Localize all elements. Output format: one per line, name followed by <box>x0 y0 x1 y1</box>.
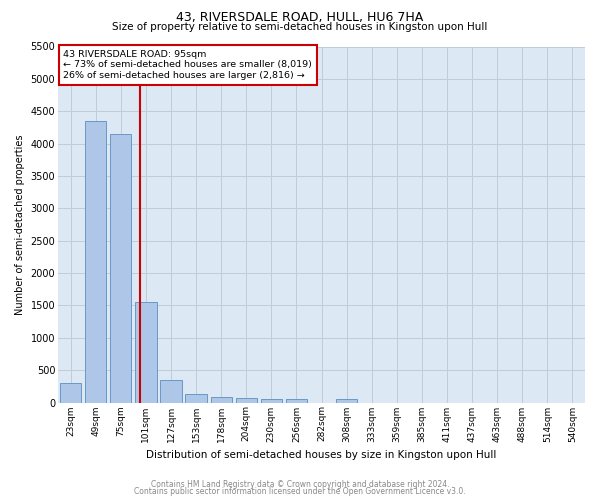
Y-axis label: Number of semi-detached properties: Number of semi-detached properties <box>15 134 25 315</box>
Bar <box>185 394 207 402</box>
Bar <box>236 398 257 402</box>
Text: Contains HM Land Registry data © Crown copyright and database right 2024.: Contains HM Land Registry data © Crown c… <box>151 480 449 489</box>
Bar <box>85 121 106 402</box>
Text: 43 RIVERSDALE ROAD: 95sqm
← 73% of semi-detached houses are smaller (8,019)
26% : 43 RIVERSDALE ROAD: 95sqm ← 73% of semi-… <box>64 50 312 80</box>
Bar <box>160 380 182 402</box>
X-axis label: Distribution of semi-detached houses by size in Kingston upon Hull: Distribution of semi-detached houses by … <box>146 450 497 460</box>
Bar <box>286 399 307 402</box>
Bar <box>211 398 232 402</box>
Text: Contains public sector information licensed under the Open Government Licence v3: Contains public sector information licen… <box>134 487 466 496</box>
Bar <box>336 398 357 402</box>
Bar <box>260 398 282 402</box>
Bar <box>60 383 81 402</box>
Text: Size of property relative to semi-detached houses in Kingston upon Hull: Size of property relative to semi-detach… <box>112 22 488 32</box>
Bar <box>135 302 157 402</box>
Text: 43, RIVERSDALE ROAD, HULL, HU6 7HA: 43, RIVERSDALE ROAD, HULL, HU6 7HA <box>176 11 424 24</box>
Bar <box>110 134 131 402</box>
